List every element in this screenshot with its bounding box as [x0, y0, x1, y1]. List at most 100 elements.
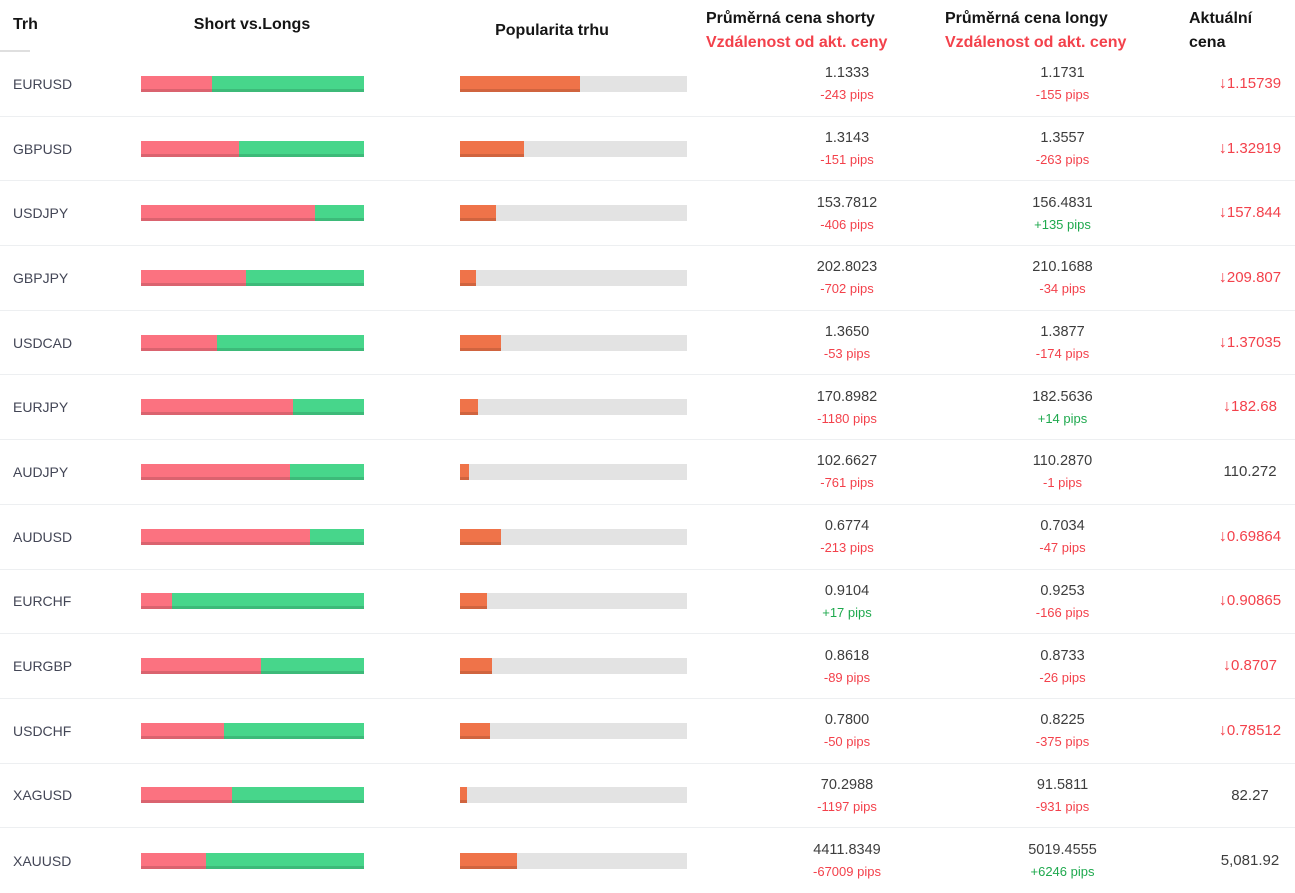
down-arrow-icon: ↓ — [1218, 204, 1227, 222]
market-table-body: EURUSD 1.1333 -243 pips 1.1731 -155 pips… — [0, 52, 1295, 893]
popularity-bar — [460, 528, 687, 545]
market-label: AUDJPY — [13, 463, 69, 480]
down-arrow-icon: ↓ — [1218, 721, 1227, 739]
current-price-value: 0.8707 — [1231, 657, 1277, 675]
current-price-value: 1.37035 — [1226, 333, 1282, 351]
current-price-cell: ↓5,081.92 — [1150, 852, 1295, 869]
avg-short-price: 1.3650 — [824, 324, 870, 341]
long-distance-pips: +14 pips — [1037, 410, 1088, 426]
current-price-cell: ↓1.32919 — [1150, 140, 1295, 158]
long-bar-segment — [245, 269, 364, 286]
popularity-bar — [460, 140, 687, 157]
avg-short-cell: 1.3143 -151 pips — [687, 129, 975, 168]
market-label: USDCHF — [13, 722, 72, 739]
avg-short-cell: 0.8618 -89 pips — [687, 647, 975, 686]
avg-short-cell: 202.8023 -702 pips — [687, 258, 975, 297]
short-distance-pips: -1180 pips — [817, 410, 877, 426]
short-distance-pips: +17 pips — [822, 604, 872, 620]
popularity-fill — [460, 399, 479, 416]
table-row[interactable]: XAGUSD 70.2988 -1197 pips 91.5811 -931 p… — [0, 764, 1295, 829]
short-bar-segment — [141, 205, 315, 222]
long-bar-segment — [314, 205, 364, 222]
current-price-cell: ↓1.37035 — [1150, 334, 1295, 352]
market-label: EURGBP — [13, 658, 73, 675]
current-price-value: 5,081.92 — [1220, 852, 1280, 870]
column-header-current-price: Aktuální cena — [1189, 7, 1252, 55]
current-price-value: 1.32919 — [1226, 139, 1282, 157]
table-row[interactable]: USDCAD 1.3650 -53 pips 1.3877 -174 pips … — [0, 311, 1295, 376]
down-arrow-icon: ↓ — [1218, 268, 1227, 286]
long-bar-segment — [232, 787, 364, 804]
avg-short-title: Průměrná cena shorty — [706, 10, 875, 27]
current-price-cell: ↓157.844 — [1150, 204, 1295, 222]
table-row[interactable]: EURCHF 0.9104 +17 pips 0.9253 -166 pips … — [0, 570, 1295, 635]
short-long-bar — [141, 593, 364, 610]
table-row[interactable]: EURJPY 170.8982 -1180 pips 182.5636 +14 … — [0, 375, 1295, 441]
avg-short-price: 102.6627 — [816, 453, 878, 470]
column-header-market: Trh — [13, 16, 38, 33]
table-row[interactable]: USDCHF 0.7800 -50 pips 0.8225 -375 pips … — [0, 699, 1295, 764]
short-bar-segment — [141, 722, 224, 739]
popularity-bar — [460, 205, 687, 222]
table-row[interactable]: GBPUSD 1.3143 -151 pips 1.3557 -263 pips… — [0, 117, 1295, 182]
short-distance-pips: -53 pips — [823, 346, 871, 362]
avg-short-price: 0.6774 — [824, 518, 870, 535]
current-price-value: 0.78512 — [1226, 721, 1282, 739]
avg-long-cell: 110.2870 -1 pips — [975, 452, 1150, 491]
avg-long-cell: 91.5811 -931 pips — [975, 776, 1150, 815]
short-bar-segment — [141, 852, 206, 869]
current-price-value: 182.68 — [1231, 398, 1277, 416]
long-distance-pips: -174 pips — [1035, 346, 1090, 362]
short-bar-segment — [141, 787, 233, 804]
down-arrow-icon: ↓ — [1218, 74, 1227, 92]
short-long-bar — [141, 658, 364, 675]
long-bar-segment — [205, 852, 364, 869]
avg-long-price: 210.1688 — [1032, 259, 1093, 276]
short-long-bar — [141, 722, 364, 739]
table-row[interactable]: AUDUSD 0.6774 -213 pips 0.7034 -47 pips … — [0, 505, 1295, 570]
short-distance-pips: -243 pips — [820, 87, 874, 103]
avg-long-cell: 182.5636 +14 pips — [975, 388, 1150, 427]
table-row[interactable]: EURUSD 1.1333 -243 pips 1.1731 -155 pips… — [0, 52, 1295, 117]
current-price-cell: ↓182.68 — [1150, 398, 1295, 416]
table-row[interactable]: EURGBP 0.8618 -89 pips 0.8733 -26 pips ↓… — [0, 634, 1295, 699]
avg-long-price: 110.2870 — [1032, 453, 1093, 470]
short-bar-segment — [141, 269, 246, 286]
market-label: AUDUSD — [13, 528, 73, 545]
short-long-bar — [141, 463, 364, 480]
market-label: USDJPY — [13, 205, 69, 222]
avg-short-price: 153.7812 — [816, 194, 878, 211]
short-long-bar — [141, 852, 364, 869]
down-arrow-icon: ↓ — [1218, 333, 1227, 351]
short-bar-segment — [141, 463, 291, 480]
avg-short-price: 0.9104 — [824, 582, 870, 599]
short-bar-segment — [141, 75, 213, 92]
table-row[interactable]: AUDJPY 102.6627 -761 pips 110.2870 -1 pi… — [0, 440, 1295, 505]
avg-short-price: 0.8618 — [824, 647, 870, 664]
avg-long-cell: 210.1688 -34 pips — [975, 258, 1150, 297]
current-price-cell: ↓209.807 — [1150, 269, 1295, 287]
popularity-fill — [460, 334, 501, 351]
avg-long-price: 0.8225 — [1040, 712, 1085, 729]
long-distance-pips: -166 pips — [1035, 604, 1090, 620]
current-price-cell: ↓0.78512 — [1150, 722, 1295, 740]
table-row[interactable]: XAUUSD 4411.8349 -67009 pips 5019.4555 +… — [0, 828, 1295, 893]
avg-long-price: 91.5811 — [1036, 776, 1089, 793]
current-price-title-line2: cena — [1189, 34, 1226, 51]
short-distance-pips: -151 pips — [820, 152, 874, 168]
down-arrow-icon: ↓ — [1223, 657, 1232, 675]
avg-long-cell: 1.3557 -263 pips — [975, 129, 1150, 168]
current-price-title-line1: Aktuální — [1189, 10, 1253, 27]
popularity-fill — [460, 269, 476, 286]
popularity-bar — [460, 399, 687, 416]
table-row[interactable]: GBPJPY 202.8023 -702 pips 210.1688 -34 p… — [0, 246, 1295, 311]
short-long-bar — [141, 75, 364, 92]
table-row[interactable]: USDJPY 153.7812 -406 pips 156.4831 +135 … — [0, 181, 1295, 247]
avg-short-price: 1.1333 — [824, 65, 870, 82]
current-price-value: 1.15739 — [1226, 74, 1282, 92]
current-price-value: 157.844 — [1226, 204, 1282, 222]
short-long-bar — [141, 528, 364, 545]
short-long-bar — [141, 399, 364, 416]
column-header-avg-short: Průměrná cena shorty Vzdálenost od akt. … — [706, 7, 887, 55]
avg-long-cell: 0.8733 -26 pips — [975, 647, 1150, 686]
